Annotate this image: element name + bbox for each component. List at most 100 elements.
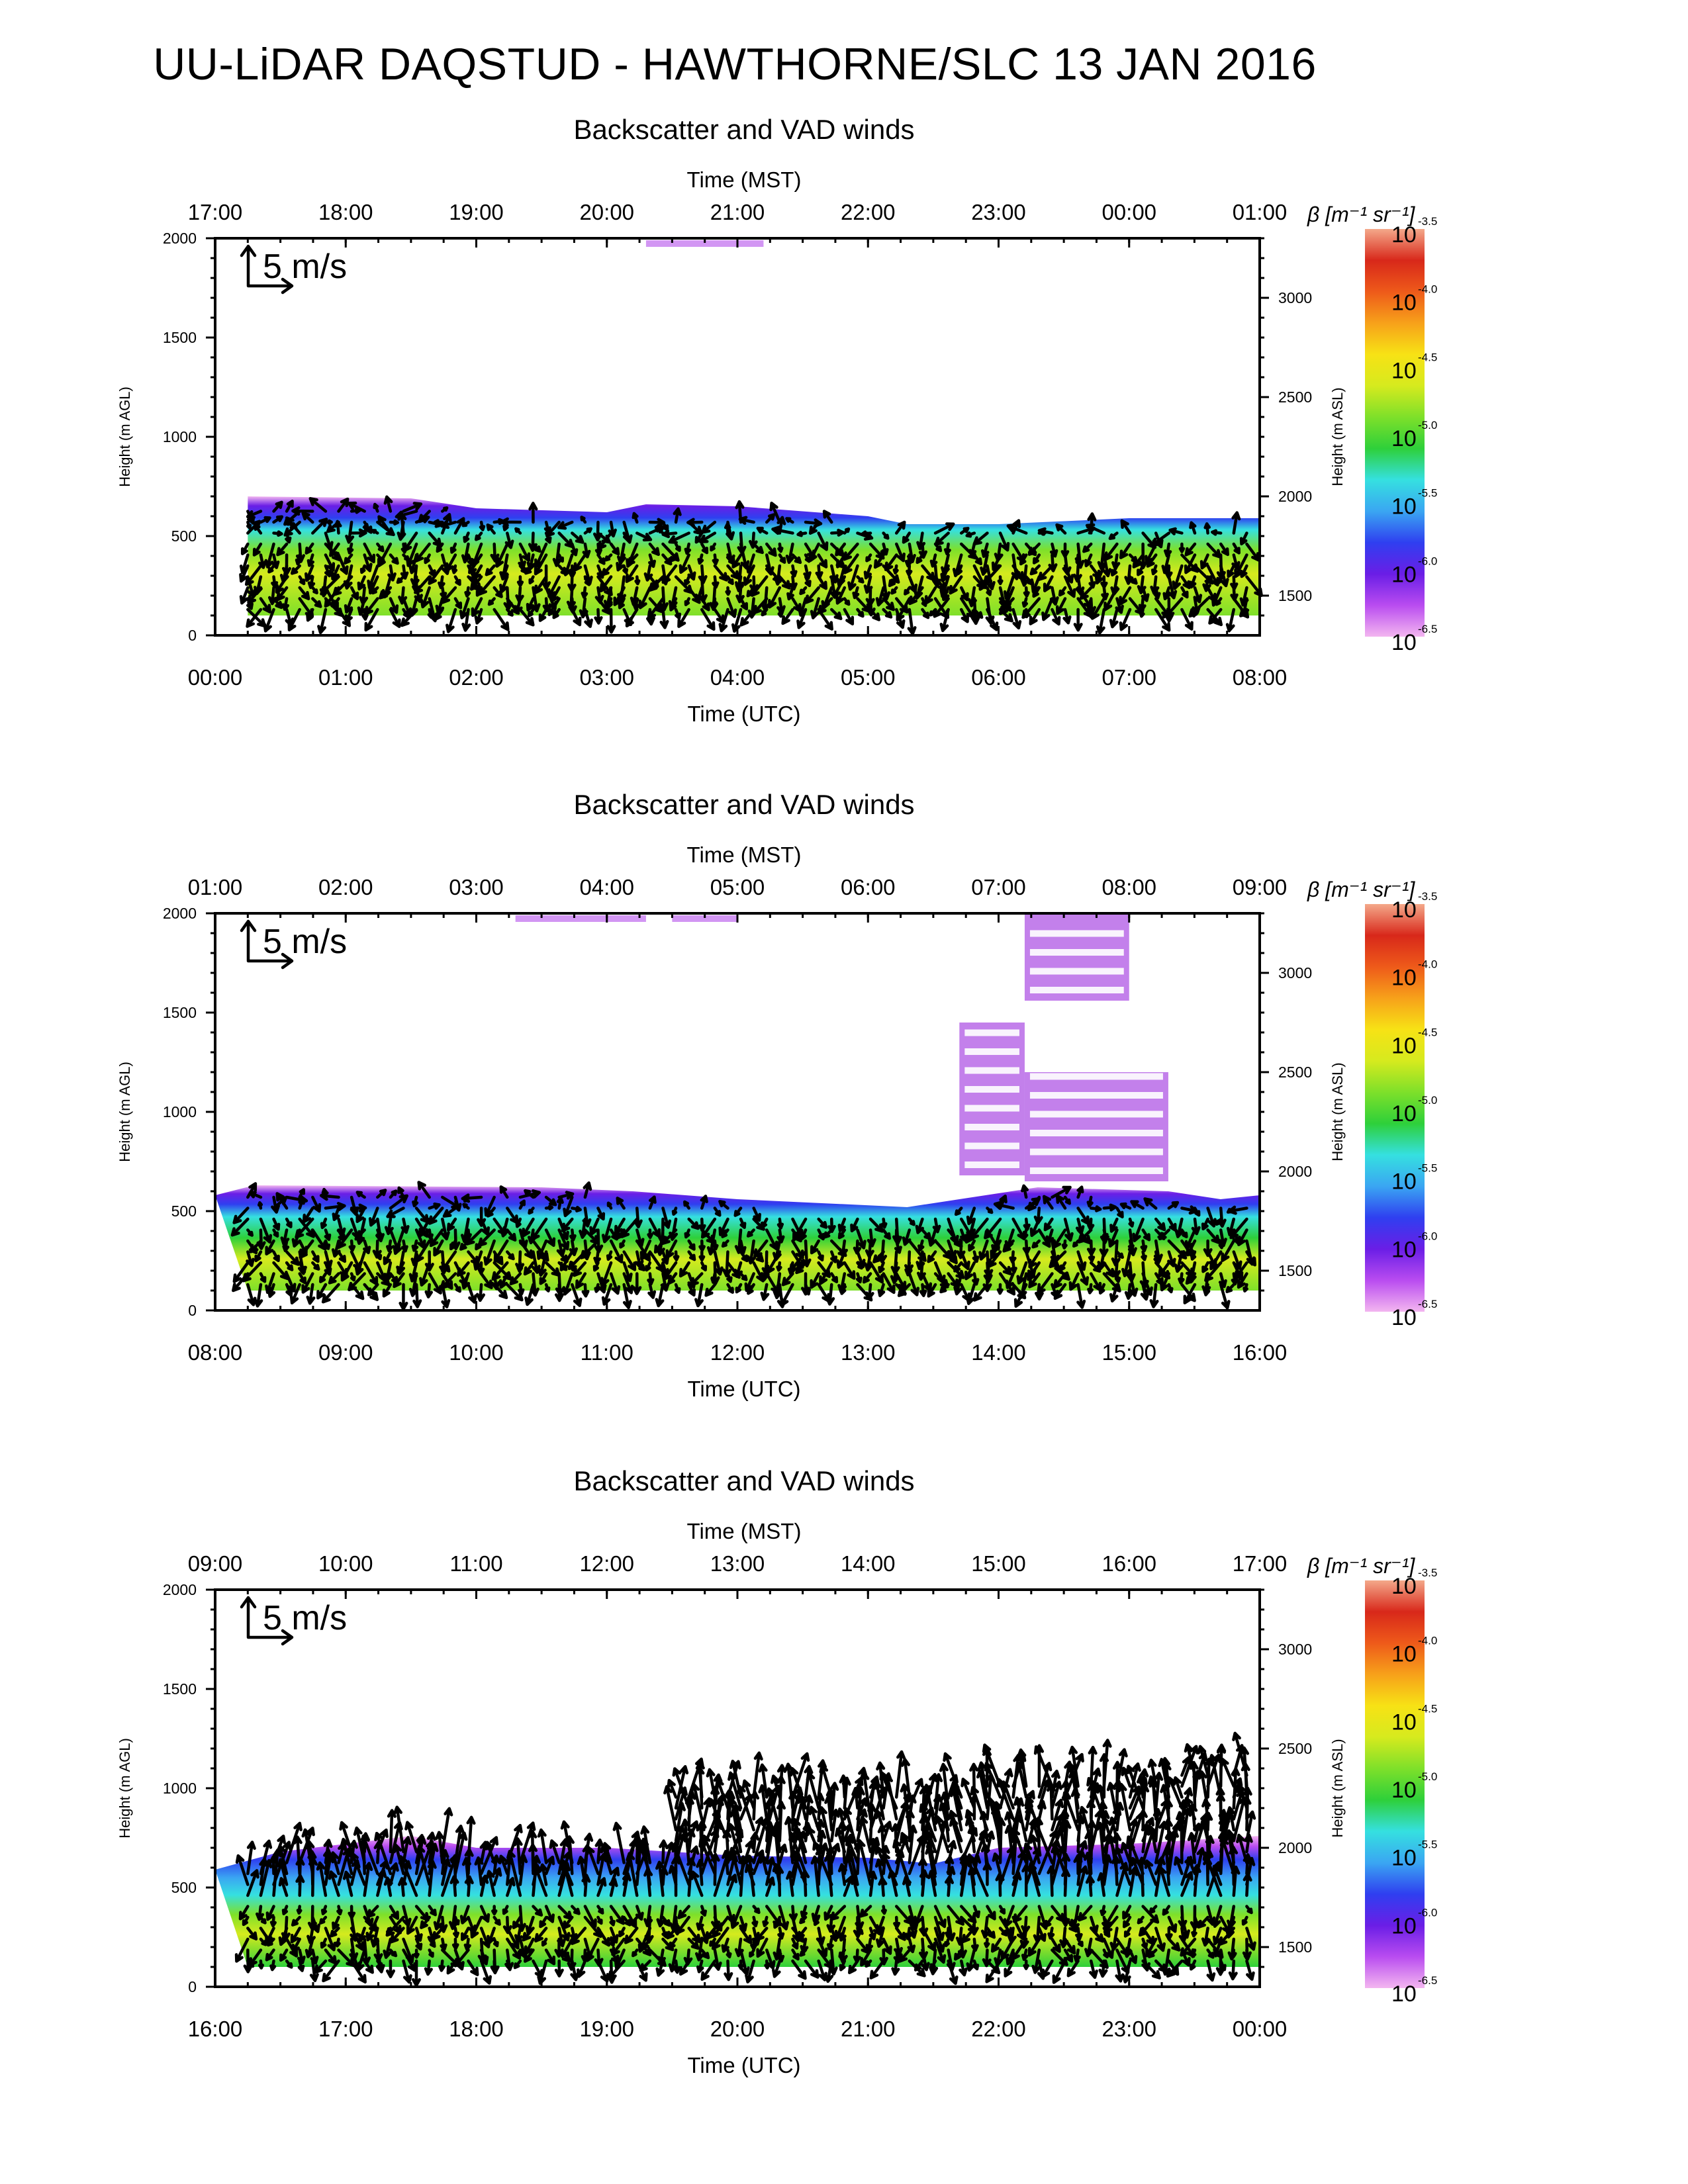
wind-arrow [663, 1261, 678, 1281]
wind-arrow [758, 1763, 769, 1799]
wind-arrow [411, 1239, 419, 1252]
wind-arrow [919, 1915, 929, 1937]
wind-arrow [727, 1823, 743, 1864]
y-tick-label: 500 [171, 527, 197, 545]
wind-arrow [397, 1186, 405, 1199]
wind-arrow [557, 1228, 570, 1251]
wind-arrow [483, 1239, 496, 1266]
wind-arrow [494, 542, 509, 568]
wind-arrow [350, 1852, 366, 1886]
wind-arrow [297, 1948, 306, 1964]
wind-arrow [368, 1206, 379, 1227]
wind-arrow [632, 1948, 639, 1958]
wind-arrow [765, 1228, 778, 1251]
wind-arrow [330, 1851, 340, 1876]
colorbar-label-base: 10 [1391, 1033, 1417, 1058]
wind-arrow [1123, 1927, 1132, 1938]
y2-tick-label: 2500 [1278, 1740, 1312, 1757]
wind-arrow [892, 564, 899, 575]
wind-arrow [1062, 553, 1072, 576]
colorbar [1365, 229, 1425, 637]
wind-arrow [983, 564, 1002, 585]
wind-arrow [856, 1797, 868, 1821]
wind-arrow [708, 1797, 729, 1843]
wind-arrow [298, 1197, 305, 1210]
wind-arrow [550, 586, 561, 603]
x2-tick-label: 02:00 [318, 875, 373, 899]
wind-arrow [557, 1191, 575, 1200]
wind-arrow [865, 1937, 874, 1952]
wind-arrow [242, 1261, 263, 1283]
wind-arrow [700, 1217, 717, 1239]
wind-arrow [1158, 1261, 1171, 1278]
wind-arrow [1027, 1261, 1041, 1281]
wind-arrow [986, 1830, 996, 1854]
wind-arrow [875, 1927, 885, 1948]
wind-arrow [1011, 1828, 1028, 1864]
wind-arrow [1245, 1810, 1256, 1843]
wind-arrow [406, 1915, 418, 1935]
wind-arrow [571, 1927, 587, 1945]
wind-arrow [1226, 1806, 1236, 1832]
wind-arrow [1239, 586, 1249, 607]
wind-arrow [289, 1283, 301, 1305]
wind-arrow [680, 1818, 690, 1864]
wind-arrow [1174, 1856, 1184, 1876]
wind-arrow [597, 531, 613, 550]
wind-arrow [549, 1839, 561, 1864]
wind-arrow [355, 1191, 366, 1199]
wind-arrow [908, 1905, 919, 1931]
wind-arrow [656, 1905, 666, 1928]
wind-arrow [1052, 1959, 1067, 1984]
wind-arrow [428, 1948, 434, 1958]
wind-arrow [856, 1250, 866, 1269]
wind-arrow [661, 1915, 671, 1927]
wind-arrow [1020, 564, 1030, 587]
wind-arrow [404, 1821, 418, 1854]
wind-arrow [332, 1915, 340, 1931]
y-tick-label: 500 [171, 1879, 197, 1896]
wind-arrow [528, 1843, 538, 1864]
wind-arrow [534, 575, 548, 594]
wind-arrow [1043, 575, 1054, 592]
wind-arrow [285, 1250, 300, 1266]
wind-arrow [819, 1261, 833, 1285]
wind-arrow [596, 1877, 607, 1897]
wind-arrow [316, 1861, 328, 1897]
wind-arrow [561, 1937, 574, 1958]
wind-arrow [259, 1839, 273, 1876]
wind-arrows [239, 495, 1263, 635]
wind-arrow [808, 520, 820, 535]
x2-tick-label: 09:00 [1233, 875, 1288, 899]
wind-arrow [370, 1927, 380, 1948]
wind-arrow [1078, 1805, 1093, 1843]
wind-arrow [778, 1843, 788, 1864]
wind-arrow [363, 1239, 371, 1255]
x2-tick-label: 05:00 [710, 875, 765, 899]
wind-arrow [1209, 1250, 1223, 1271]
wind-arrow [594, 1948, 604, 1967]
wind-arrow [528, 502, 538, 524]
wind-arrow [400, 1239, 408, 1253]
wind-arrow [749, 1948, 755, 1958]
wind-arrow [256, 1228, 266, 1250]
wind-arrow [806, 1771, 820, 1810]
wind-arrow [1033, 1206, 1043, 1225]
wind-arrow [1193, 586, 1203, 604]
wind-arrow [997, 575, 1004, 586]
wind-arrow [506, 1850, 522, 1897]
wind-arrow [618, 597, 626, 610]
wind-arrow [1031, 1239, 1041, 1249]
wind-arrow [603, 586, 613, 610]
wind-arrow [659, 586, 669, 612]
wind-arrow [348, 1905, 356, 1919]
wind-arrow [264, 542, 275, 569]
wind-arrow [461, 542, 471, 564]
wind-arrow [718, 608, 729, 633]
wind-arrow [773, 1937, 782, 1961]
wind-arrow [1147, 1758, 1158, 1788]
wind-arrow [490, 1948, 500, 1975]
colorbar-label-base: 10 [1391, 222, 1417, 248]
wind-arrow [1141, 1250, 1147, 1261]
wind-arrow [1232, 1731, 1248, 1777]
